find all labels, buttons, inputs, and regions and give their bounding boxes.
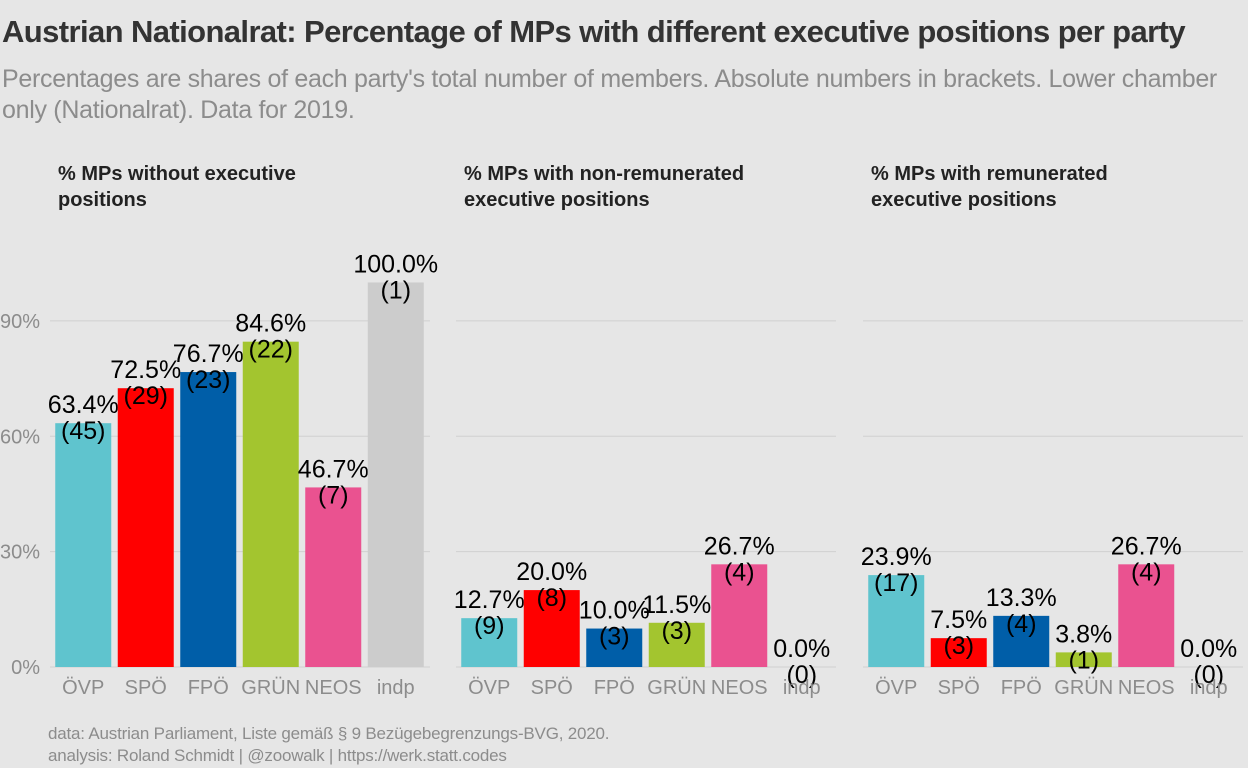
count-label: (1)	[380, 276, 411, 304]
value-label: 76.7%	[173, 340, 244, 368]
x-tick-label: NEOS	[711, 677, 768, 699]
bar-övp	[55, 423, 112, 667]
bar-spö	[930, 638, 987, 667]
bar-övp	[461, 618, 518, 667]
x-tick-label: ÖVP	[62, 677, 104, 699]
value-label: 7.5%	[930, 606, 987, 634]
panel-title: positions	[58, 189, 147, 211]
panel-3: % MPs with remunerated executive position…	[861, 163, 1243, 699]
value-label: 46.7%	[298, 455, 369, 483]
bar-indp	[367, 282, 424, 667]
y-tick-label: 30%	[0, 542, 40, 564]
x-tick-label: FPÖ	[1001, 677, 1042, 699]
y-tick-label: 60%	[0, 426, 40, 448]
value-label: 72.5%	[110, 356, 181, 384]
count-label: (22)	[249, 336, 293, 364]
count-label: (29)	[124, 382, 168, 410]
bar-neos	[711, 564, 768, 667]
x-tick-label: SPÖ	[531, 677, 573, 699]
x-tick-label: GRÜN	[647, 677, 706, 699]
bar-neos	[305, 487, 362, 667]
panel-2: % MPs with non-remunerated executive posi…	[454, 163, 836, 699]
panel-1: % MPs without executive positions 63.4%(45…	[48, 163, 438, 699]
chart-title: Austrian Nationalrat: Percentage of MPs …	[2, 14, 1186, 49]
bar-neos	[1118, 564, 1175, 667]
bar-fpö	[993, 615, 1050, 667]
bar-spö	[117, 388, 174, 667]
count-label: (0)	[1193, 661, 1224, 689]
count-label: (7)	[318, 481, 349, 509]
x-tick-label: SPÖ	[938, 677, 980, 699]
count-label: (0)	[786, 661, 817, 689]
x-tick-label: indp	[377, 677, 415, 699]
y-tick-label: 90%	[0, 311, 40, 333]
x-tick-label: NEOS	[1118, 677, 1175, 699]
count-label: (3)	[943, 632, 974, 660]
value-label: 0.0%	[773, 635, 830, 663]
count-label: (1)	[1068, 646, 1099, 674]
count-label: (9)	[474, 612, 505, 640]
panel-title: % MPs with non-remunerated	[464, 163, 744, 185]
count-label: (45)	[61, 417, 105, 445]
count-label: (8)	[536, 584, 567, 612]
count-label: (23)	[186, 366, 230, 394]
value-label: 26.7%	[1111, 532, 1182, 560]
x-tick-label: GRÜN	[241, 677, 300, 699]
bar-fpö	[180, 372, 237, 667]
panel-title: executive positions	[871, 189, 1057, 211]
count-label: (3)	[599, 623, 630, 651]
value-label: 84.6%	[235, 310, 306, 338]
value-label: 100.0%	[353, 250, 438, 278]
value-label: 10.0%	[579, 597, 650, 625]
value-label: 20.0%	[516, 558, 587, 586]
count-label: (4)	[1006, 610, 1037, 638]
bar-grün	[242, 341, 299, 667]
count-label: (3)	[661, 617, 692, 645]
panel-title: executive positions	[464, 189, 650, 211]
bar-övp	[868, 575, 925, 667]
x-tick-label: SPÖ	[125, 677, 167, 699]
y-tick-label: 0%	[11, 657, 40, 679]
panel-title: % MPs with remunerated	[871, 163, 1108, 185]
bar-grün	[648, 622, 705, 667]
x-tick-label: indp	[783, 677, 821, 699]
value-label: 63.4%	[48, 391, 119, 419]
value-label: 23.9%	[861, 543, 932, 571]
value-label: 11.5%	[642, 591, 711, 619]
value-label: 12.7%	[454, 586, 525, 614]
x-tick-label: ÖVP	[875, 677, 917, 699]
x-tick-label: FPÖ	[188, 677, 229, 699]
bar-grün	[1055, 652, 1112, 667]
bar-fpö	[586, 628, 643, 667]
caption-analysis: analysis: Roland Schmidt | @zoowalk | ht…	[48, 746, 507, 765]
x-tick-label: ÖVP	[468, 677, 510, 699]
value-label: 13.3%	[986, 584, 1057, 612]
value-label: 0.0%	[1180, 635, 1237, 663]
count-label: (17)	[874, 569, 918, 597]
chart-subtitle: Percentages are shares of each party's t…	[2, 65, 1217, 124]
x-tick-label: indp	[1190, 677, 1228, 699]
count-label: (4)	[724, 558, 755, 586]
value-label: 3.8%	[1055, 620, 1112, 648]
panel-title: % MPs without executive	[58, 163, 296, 185]
x-tick-label: GRÜN	[1054, 677, 1113, 699]
bar-spö	[523, 590, 580, 667]
count-label: (4)	[1131, 558, 1162, 586]
value-label: 26.7%	[704, 532, 775, 560]
x-tick-label: FPÖ	[594, 677, 635, 699]
x-tick-label: NEOS	[305, 677, 362, 699]
caption-data-source: data: Austrian Parliament, Liste gemäß §…	[48, 724, 610, 743]
